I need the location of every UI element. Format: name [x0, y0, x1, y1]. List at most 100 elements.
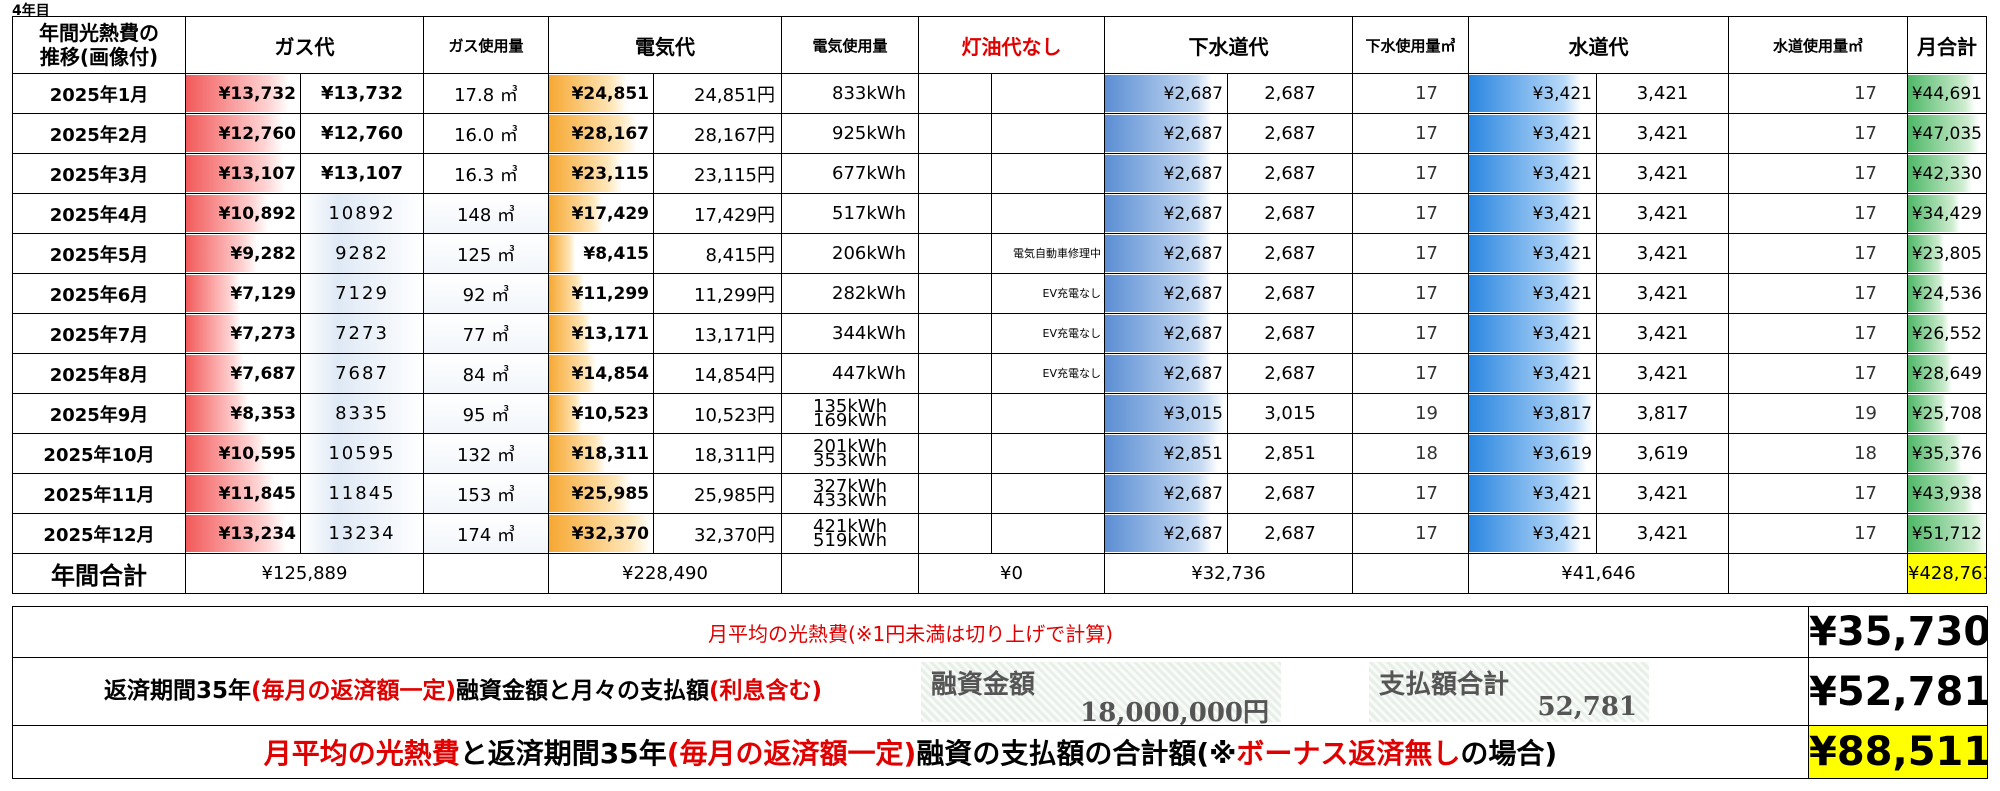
- water-cost-image: 3,421: [1596, 513, 1729, 554]
- water-cost-image: 3,619: [1596, 433, 1729, 474]
- water-cost-image: 3,817: [1596, 393, 1729, 434]
- note: [991, 473, 1105, 514]
- gas-usage: 77 ㎥: [423, 313, 549, 354]
- gas-cost: ¥10,892: [185, 193, 301, 234]
- final-label: 月平均の光熱費と返済期間35年(毎月の返済額一定)融資の支払額の合計額(※ボーナ…: [12, 725, 1809, 779]
- monthly-total: ¥24,536: [1907, 273, 1987, 314]
- month-row: 2025年8月 ¥7,687 7687 84 ㎥ ¥14,854 14,854円…: [12, 353, 1987, 394]
- water-bar: [1469, 115, 1581, 152]
- electric-cost: ¥17,429: [548, 193, 654, 234]
- kerosene-empty: [918, 513, 992, 554]
- monthly-total: ¥34,429: [1907, 193, 1987, 234]
- sewer-bar: [1105, 475, 1213, 512]
- water-cost-image: 3,421: [1596, 113, 1729, 154]
- annual-label: 年間合計: [12, 553, 186, 594]
- electric-bar: [549, 235, 575, 272]
- header-kerosene: 灯油代なし: [918, 16, 1105, 74]
- header-gas: ガス代: [185, 16, 424, 74]
- monthly-total: ¥44,691: [1907, 73, 1987, 114]
- monthly-rows: 2025年1月 ¥13,732 ¥13,732 17.8 ㎥ ¥24,851 2…: [12, 73, 1987, 554]
- water-cost: ¥3,421: [1468, 473, 1597, 514]
- electric-usage: 282kWh: [781, 273, 919, 314]
- water-cost: ¥3,421: [1468, 193, 1597, 234]
- water-cost: ¥3,619: [1468, 433, 1597, 474]
- monthly-total: ¥28,649: [1907, 353, 1987, 394]
- month-row: 2025年1月 ¥13,732 ¥13,732 17.8 ㎥ ¥24,851 2…: [12, 73, 1987, 114]
- final-row: 月平均の光熱費と返済期間35年(毎月の返済額一定)融資の支払額の合計額(※ボーナ…: [12, 725, 1988, 779]
- electric-cost: ¥11,299: [548, 273, 654, 314]
- gas-cost-image: ¥12,760: [300, 113, 424, 154]
- kerosene-empty: [918, 233, 992, 274]
- header-gas-usage: ガス使用量: [423, 16, 549, 74]
- sewer-cost-image: 2,687: [1227, 233, 1353, 274]
- gas-cost-image: 10595: [300, 433, 424, 474]
- electric-cost: ¥23,115: [548, 153, 654, 194]
- note: [991, 73, 1105, 114]
- total-bar: [1908, 475, 1975, 512]
- kerosene-empty: [918, 353, 992, 394]
- total-bar: [1908, 155, 1972, 192]
- header-sewer: 下水道代: [1104, 16, 1353, 74]
- month-label: 2025年7月: [12, 313, 186, 354]
- header-water: 水道代: [1468, 16, 1729, 74]
- gas-bar: [186, 435, 266, 472]
- water-usage: 17: [1728, 153, 1908, 194]
- water-cost: ¥3,421: [1468, 513, 1597, 554]
- electric-cost: ¥13,171: [548, 313, 654, 354]
- water-cost: ¥3,421: [1468, 353, 1597, 394]
- water-usage: 17: [1728, 233, 1908, 274]
- month-row: 2025年7月 ¥7,273 7273 77 ㎥ ¥13,171 13,171円…: [12, 313, 1987, 354]
- sewer-cost: ¥2,687: [1104, 273, 1228, 314]
- electric-cost-image: 24,851円: [653, 73, 782, 114]
- month-row: 2025年3月 ¥13,107 ¥13,107 16.3 ㎥ ¥23,115 2…: [12, 153, 1987, 194]
- sewer-cost-image: 2,687: [1227, 73, 1353, 114]
- month-row: 2025年6月 ¥7,129 7129 92 ㎥ ¥11,299 11,299円…: [12, 273, 1987, 314]
- sewer-usage: 17: [1352, 113, 1469, 154]
- electric-cost: ¥32,370: [548, 513, 654, 554]
- month-row: 2025年5月 ¥9,282 9282 125 ㎥ ¥8,415 8,415円 …: [12, 233, 1987, 274]
- gas-cost: ¥12,760: [185, 113, 301, 154]
- electric-usage: 135kWh 169kWh: [781, 393, 919, 434]
- water-cost: ¥3,421: [1468, 313, 1597, 354]
- electric-bar: [549, 515, 651, 552]
- water-cost: ¥3,421: [1468, 233, 1597, 274]
- sewer-usage: 17: [1352, 273, 1469, 314]
- water-bar: [1469, 195, 1581, 232]
- kerosene-empty: [918, 273, 992, 314]
- sewer-cost-image: 2,687: [1227, 513, 1353, 554]
- electric-cost: ¥28,167: [548, 113, 654, 154]
- monthly-total: ¥47,035: [1907, 113, 1987, 154]
- header-electric-usage: 電気使用量: [781, 16, 919, 74]
- electric-cost: ¥25,985: [548, 473, 654, 514]
- note: [991, 193, 1105, 234]
- kerosene-empty: [918, 313, 992, 354]
- water-usage: 17: [1728, 313, 1908, 354]
- annual-water-usage-empty: [1728, 553, 1908, 594]
- month-label: 2025年4月: [12, 193, 186, 234]
- water-bar: [1469, 275, 1581, 312]
- gas-usage: 174 ㎥: [423, 513, 549, 554]
- header-sewer-usage: 下水使用量㎥: [1352, 16, 1469, 74]
- water-bar: [1469, 395, 1594, 432]
- gas-bar: [186, 515, 287, 552]
- water-cost-image: 3,421: [1596, 273, 1729, 314]
- monthly-total: ¥26,552: [1907, 313, 1987, 354]
- payment-total-stamp: 支払額合計 52,781: [1369, 661, 1650, 722]
- header-electric: 電気代: [548, 16, 782, 74]
- electric-bar: [549, 115, 638, 152]
- water-cost: ¥3,421: [1468, 73, 1597, 114]
- gas-bar: [186, 315, 241, 352]
- electric-cost-image: 23,115円: [653, 153, 782, 194]
- month-label: 2025年11月: [12, 473, 186, 514]
- annual-water: ¥41,646: [1468, 553, 1729, 594]
- header-water-usage: 水道使用量㎥: [1728, 16, 1908, 74]
- month-row: 2025年9月 ¥8,353 8335 95 ㎥ ¥10,523 10,523円…: [12, 393, 1987, 434]
- monthly-total: ¥42,330: [1907, 153, 1987, 194]
- gas-usage: 92 ㎥: [423, 273, 549, 314]
- electric-bar: [549, 395, 583, 432]
- sewer-bar: [1105, 115, 1213, 152]
- note: [991, 113, 1105, 154]
- electric-bar: [549, 195, 604, 232]
- total-bar: [1908, 395, 1947, 432]
- gas-cost: ¥8,353: [185, 393, 301, 434]
